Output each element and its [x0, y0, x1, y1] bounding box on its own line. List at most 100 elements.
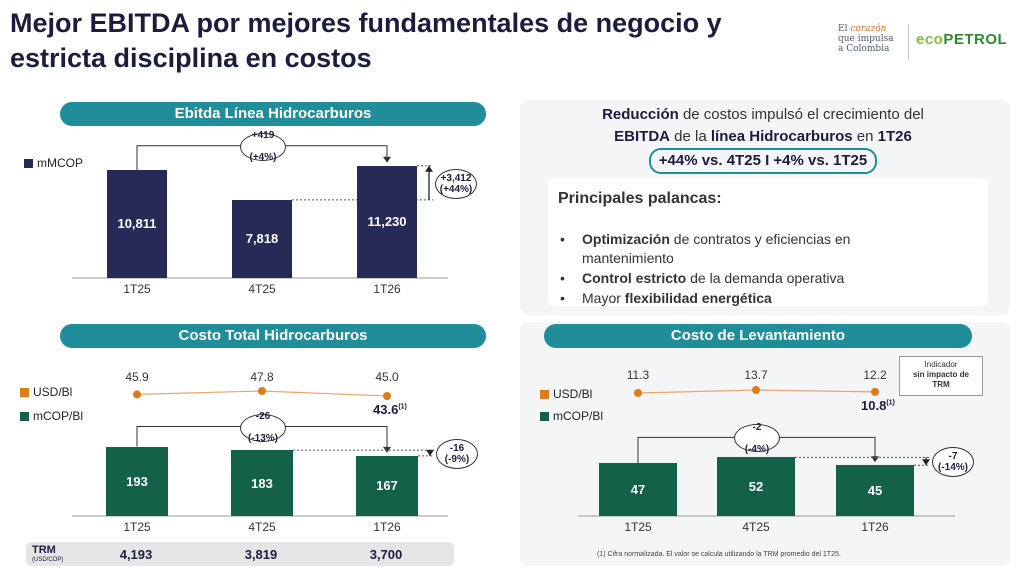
levers-list: • Optimización de contratos y eficiencias…	[556, 230, 896, 309]
bar-4T25: 52	[717, 457, 795, 516]
bar-value-label: 167	[376, 478, 398, 494]
legend-swatch-green	[20, 411, 29, 421]
x-tick-label: 4T25	[248, 282, 276, 296]
usd-adjusted-label: 43.6(1)	[373, 402, 407, 417]
x-tick-label: 1T26	[373, 520, 401, 534]
lev-legend-usd: USD/Bl	[540, 387, 592, 401]
ebitda-title-pill: Ebitda Línea Hidrocarburos	[60, 102, 486, 126]
lever-item: • Optimización de contratos y eficiencias…	[556, 230, 896, 268]
bar-value-label: 47	[630, 482, 646, 497]
bubble-text: +3,412	[440, 172, 472, 184]
summary-mid-3: en	[852, 128, 878, 145]
summary-bold-1: Reducción	[602, 106, 679, 123]
footnote: (1) Cifra normalizada. El valor se calcu…	[597, 551, 841, 558]
logo-divider	[908, 24, 909, 60]
bubble-text: (-14%)	[937, 462, 968, 474]
trm-row	[26, 542, 454, 566]
bar-1T26: 167	[356, 455, 418, 516]
legend-label: mMCOP	[37, 156, 83, 170]
bar-value-label: 7,818	[245, 231, 279, 247]
bar-value-label: 193	[126, 473, 148, 489]
growth-highlight: +44% vs. 4T25 I +4% vs. 1T25	[648, 148, 878, 174]
summary-bold-3: línea Hidrocarburos	[710, 128, 853, 145]
change-bubble-annual: -2 (-4%)	[734, 421, 780, 455]
usd-adjusted-label: 10.8(1)	[861, 398, 895, 413]
usd-point	[752, 386, 760, 394]
bar-value-label: 52	[748, 479, 764, 495]
bar-value-label: 45	[867, 483, 883, 499]
logo-tagline-2: que impulsa	[838, 34, 894, 44]
levers-title: Principales palancas:	[558, 190, 722, 207]
bubble-text: -26	[255, 411, 271, 423]
usd-point	[383, 392, 391, 400]
trm-value-1t25: 4,193	[119, 547, 153, 562]
bubble-text: (+44%)	[439, 183, 473, 195]
bubble-text: -2	[752, 421, 762, 433]
x-tick-label: 4T25	[248, 520, 276, 534]
x-tick-label: 1T25	[123, 282, 151, 296]
x-tick-label: 1T26	[373, 282, 401, 296]
legend-label: mCOP/Bl	[33, 409, 84, 423]
bubble-text: (+4%)	[249, 152, 277, 164]
bar-value-label: 183	[251, 475, 273, 491]
usd-value-label: 13.7	[744, 368, 768, 382]
change-arrowhead	[425, 165, 433, 172]
usd-point	[133, 390, 141, 399]
bar-value-label: 11,230	[367, 214, 407, 230]
indicator-line-2: sin impacto de	[912, 370, 969, 379]
indicator-line-1: Indicador	[924, 360, 958, 369]
usd-value-label: 45.0	[375, 370, 399, 384]
legend-swatch-orange	[540, 389, 549, 399]
ecopetrol-logo: ecoPETROL	[916, 31, 1007, 48]
usd-point	[634, 389, 642, 397]
lever-pre: Mayor	[582, 290, 625, 306]
bar-4T25: 183	[231, 450, 293, 516]
summary-mid-2: de la	[670, 128, 711, 145]
bracket-arrowhead	[383, 156, 391, 163]
levers-panel	[548, 178, 988, 306]
bubble-text: (-13%)	[247, 433, 278, 445]
lever-bold: flexibilidad energética	[624, 290, 772, 306]
bullet: •	[560, 290, 565, 306]
bar-value-label: 10,811	[117, 216, 157, 232]
x-tick-label: 1T25	[624, 520, 652, 534]
x-tick-label: 4T25	[742, 520, 770, 534]
lever-rest: de contratos y eficiencias en mantenimie…	[582, 231, 851, 266]
logo-tagline-script: corazón	[850, 24, 887, 34]
bar-4T25: 7,818	[232, 199, 292, 278]
bubble-text: -7	[948, 451, 958, 463]
lev-legend-cop: mCOP/Bl	[540, 409, 603, 423]
bar-1T26: 45	[836, 465, 914, 516]
usd-point	[258, 387, 266, 395]
trm-value-4t25: 3,819	[244, 547, 278, 562]
bar-1T25: 10,811	[107, 169, 167, 278]
indicator-note-box: Indicador sin impacto de TRM	[899, 356, 983, 396]
change-arrowhead	[922, 459, 930, 466]
summary-bold-4: 1T26	[877, 128, 912, 145]
legend-swatch-navy	[24, 158, 33, 168]
legend-label: USD/Bl	[553, 387, 593, 401]
change-bubble-quarterly: +3,412 (+44%)	[435, 168, 477, 199]
legend-swatch-orange	[20, 387, 29, 397]
bar-1T25: 193	[106, 446, 168, 516]
adjusted-note: (1)	[398, 403, 407, 411]
legend-swatch-green	[540, 411, 549, 421]
usd-value-label: 47.8	[250, 370, 274, 384]
adjusted-note: (1)	[886, 399, 895, 407]
usd-value-label: 11.3	[626, 368, 650, 382]
bubble-text: (-4%)	[744, 443, 770, 455]
change-bubble-quarterly: -16 (-9%)	[436, 439, 478, 469]
trm-value-1t26: 3,700	[369, 547, 403, 562]
costo-total-title-pill: Costo Total Hidrocarburos	[60, 324, 486, 348]
indicator-line-3: TRM	[932, 380, 950, 389]
adjusted-value: 10.8	[861, 397, 887, 413]
bullet: •	[560, 231, 565, 247]
bar-1T26: 11,230	[357, 165, 417, 278]
legend-label: mCOP/Bl	[553, 409, 604, 423]
bullet: •	[560, 270, 565, 286]
summary-rest-1: de costos impulsó el crecimiento del	[678, 106, 924, 123]
levantamiento-title-pill: Costo de Levantamiento	[544, 324, 972, 348]
change-arrowhead	[426, 449, 434, 456]
legend-label: USD/Bl	[33, 385, 73, 399]
